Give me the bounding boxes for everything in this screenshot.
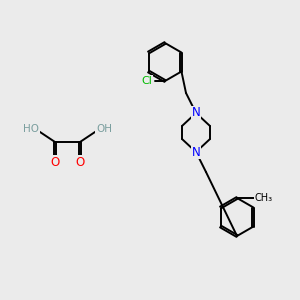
Text: N: N — [192, 106, 200, 119]
Text: CH₃: CH₃ — [255, 193, 273, 203]
Text: O: O — [50, 155, 60, 169]
Text: OH: OH — [96, 124, 112, 134]
Text: Cl: Cl — [142, 76, 152, 86]
Text: HO: HO — [23, 124, 39, 134]
Text: N: N — [192, 146, 200, 158]
Text: O: O — [75, 155, 85, 169]
